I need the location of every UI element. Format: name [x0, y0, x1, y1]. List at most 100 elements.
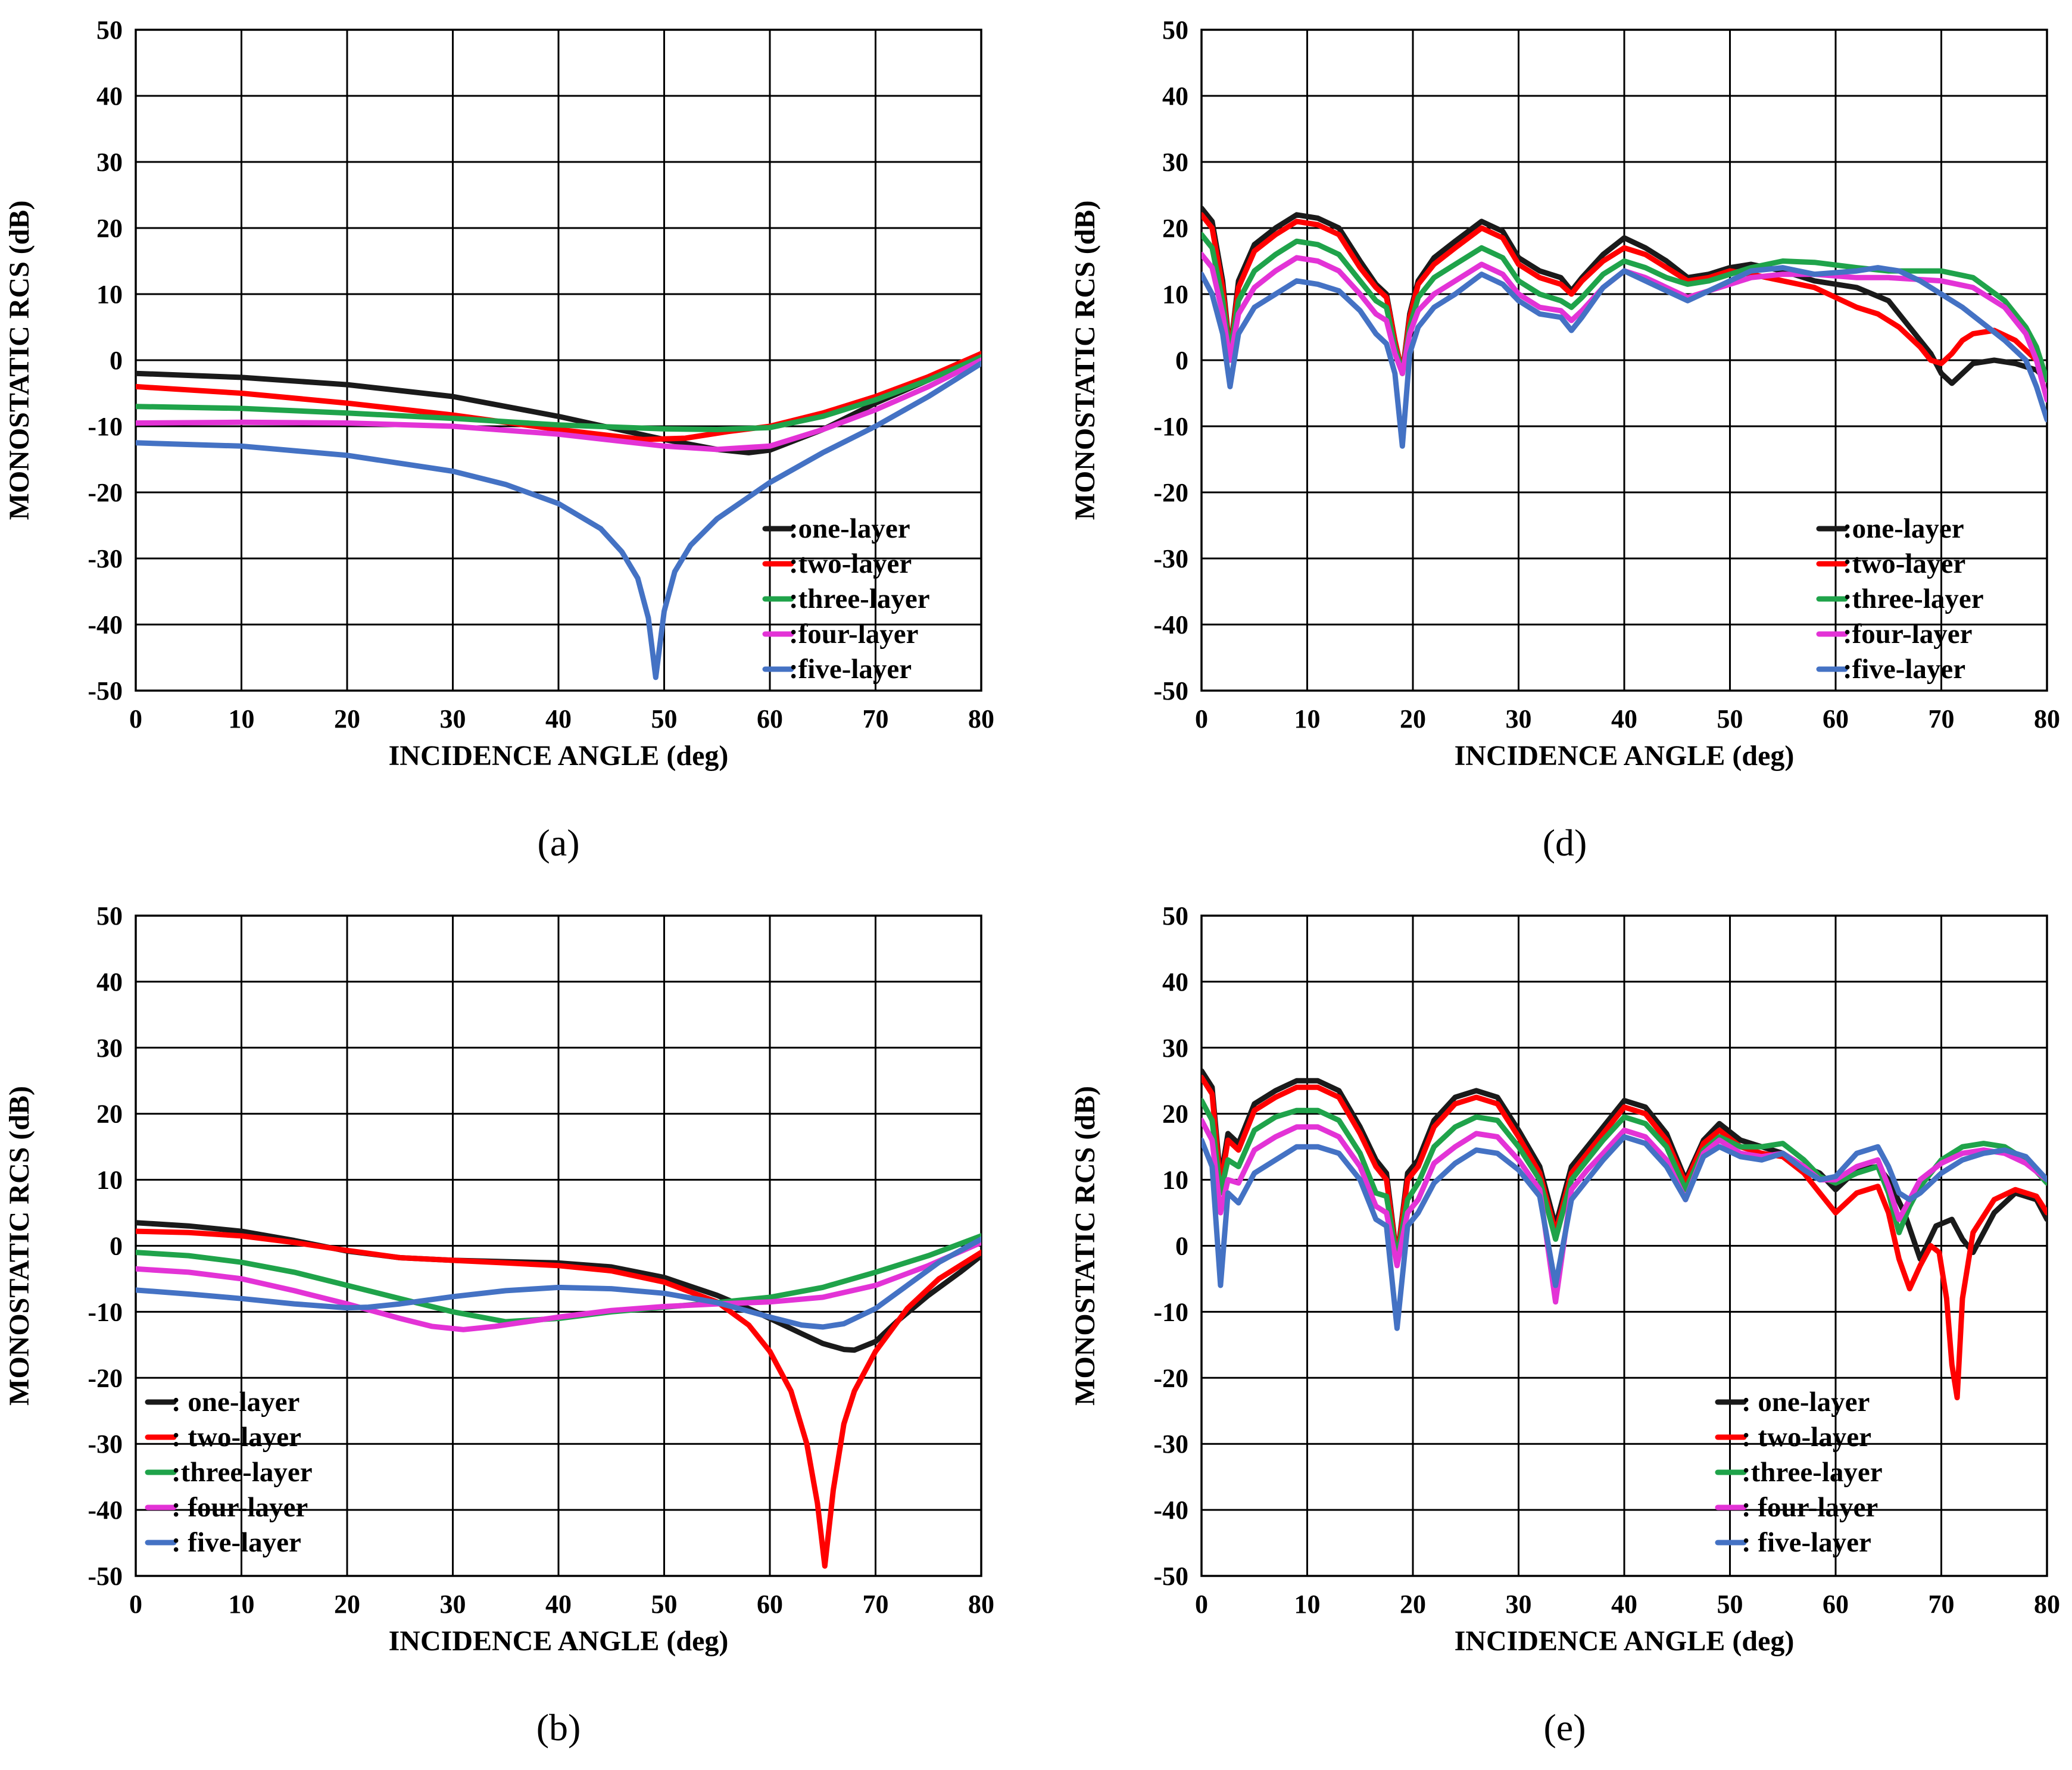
y-tick-label: 40 — [96, 967, 123, 997]
legend-label: : one-layer — [1742, 1387, 1870, 1418]
x-tick-label: 40 — [1611, 704, 1637, 733]
legend-label: : one-layer — [171, 1387, 299, 1418]
legend-label: :three-layer — [1843, 583, 1984, 614]
y-tick-label: 40 — [1162, 967, 1188, 997]
y-tick-label: 0 — [110, 346, 123, 375]
legend-label: :two-layer — [789, 548, 912, 579]
y-axis-title: MONOSTATIC RCS (dB) — [1069, 1086, 1101, 1406]
x-tick-label: 80 — [2034, 704, 2060, 733]
legend-label: : four-layer — [171, 1492, 308, 1523]
y-tick-label: 30 — [96, 148, 123, 177]
legend-label: :three-layer — [789, 583, 930, 614]
legend-label: :four-layer — [789, 619, 919, 650]
series-line-two — [1202, 212, 2047, 383]
series-line-two — [136, 1228, 981, 1569]
series-line-three — [136, 354, 981, 432]
x-tick-label: 60 — [757, 1590, 783, 1619]
y-tick-label: -30 — [88, 1429, 123, 1459]
x-tick-label: 30 — [1506, 704, 1532, 733]
y-tick-label: 30 — [1162, 1034, 1188, 1063]
x-tick-label: 20 — [334, 704, 360, 733]
series-line-five — [136, 361, 981, 680]
x-tick-label: 30 — [440, 1590, 466, 1619]
y-tick-label: 10 — [1162, 1166, 1188, 1195]
x-tick-label: 70 — [1929, 704, 1955, 733]
panel-label: (b) — [536, 1706, 581, 1749]
x-tick-label: 50 — [1717, 704, 1743, 733]
x-tick-label: 60 — [1823, 1590, 1849, 1619]
x-tick-label: 50 — [1717, 1590, 1743, 1619]
x-tick-label: 0 — [1195, 704, 1208, 733]
y-tick-label: -20 — [1153, 478, 1188, 507]
y-tick-label: -40 — [1153, 1496, 1188, 1525]
chart-panel-d: 0 10 20 30 40 50 60 70 80 50 40 30 20 10 0 -10 -20 -30 -40… — [1069, 15, 2060, 864]
plot-frame — [1200, 29, 2048, 692]
y-tick-label: -50 — [88, 1562, 123, 1591]
series-line-one — [1202, 205, 2047, 386]
y-tick-label: 10 — [1162, 280, 1188, 309]
y-tick-label: -20 — [88, 478, 123, 507]
panel-label: (d) — [1543, 822, 1587, 864]
legend-label: :one-layer — [1843, 513, 1964, 544]
x-tick-label: 30 — [440, 704, 466, 733]
series-line-four — [1202, 251, 2047, 403]
y-axis-title: MONOSTATIC RCS (dB) — [4, 201, 35, 520]
y-tick-label: -10 — [1153, 1297, 1188, 1326]
x-tick-label: 20 — [1400, 1590, 1426, 1619]
plot-frame — [1200, 914, 2048, 1577]
legend-label: :three-layer — [1742, 1457, 1883, 1488]
y-tick-label: -20 — [1153, 1363, 1188, 1393]
y-tick-label: 20 — [1162, 1100, 1188, 1129]
y-tick-label: 40 — [1162, 82, 1188, 111]
x-tick-label: 40 — [1611, 1590, 1637, 1619]
x-tick-label: 10 — [229, 704, 255, 733]
y-tick-label: 40 — [96, 82, 123, 111]
x-tick-label: 40 — [545, 704, 572, 733]
legend-label: :four-layer — [1843, 619, 1973, 650]
series-line-two — [136, 351, 981, 442]
legend-label: : four-layer — [1742, 1492, 1878, 1523]
x-tick-label: 50 — [651, 704, 678, 733]
y-tick-label: -40 — [88, 1496, 123, 1525]
y-tick-label: -10 — [1153, 412, 1188, 441]
y-tick-label: -40 — [1153, 610, 1188, 639]
x-tick-label: 10 — [1294, 1590, 1321, 1619]
x-tick-label: 70 — [1929, 1590, 1955, 1619]
series-line-four — [136, 357, 981, 452]
legend-label: :three-layer — [171, 1457, 313, 1488]
chart-panel-a: 0 10 20 30 40 50 60 70 80 50 40 30 20 10 0 -10 -20 -30 -40… — [4, 15, 994, 864]
y-tick-label: 0 — [1175, 1232, 1188, 1261]
y-tick-label: 10 — [96, 280, 123, 309]
legend-label: :two-layer — [1843, 548, 1965, 579]
x-tick-label: 30 — [1506, 1590, 1532, 1619]
x-tick-label: 60 — [757, 704, 783, 733]
series-line-one — [1202, 1068, 2047, 1262]
y-tick-label: -50 — [1153, 1562, 1188, 1591]
y-tick-label: 30 — [96, 1034, 123, 1063]
x-tick-label: 50 — [651, 1590, 678, 1619]
x-axis-title: INCIDENCE ANGLE (deg) — [1455, 740, 1795, 772]
y-tick-label: 50 — [96, 15, 123, 45]
series-line-five — [1202, 1134, 2047, 1331]
legend-label: : two-layer — [171, 1422, 301, 1453]
x-tick-label: 10 — [1294, 704, 1321, 733]
y-tick-label: -20 — [88, 1363, 123, 1393]
series-line-four — [136, 1240, 981, 1332]
x-tick-label: 20 — [334, 1590, 360, 1619]
series-line-four — [1202, 1117, 2047, 1305]
x-tick-label: 60 — [1823, 704, 1849, 733]
y-tick-label: -10 — [88, 1297, 123, 1326]
series-line-three — [1202, 1098, 2047, 1262]
x-tick-label: 10 — [229, 1590, 255, 1619]
y-tick-label: -50 — [1153, 676, 1188, 705]
legend-label: : two-layer — [1742, 1422, 1871, 1453]
x-axis-title: INCIDENCE ANGLE (deg) — [389, 740, 729, 772]
y-axis-title: MONOSTATIC RCS (dB) — [1069, 201, 1101, 520]
y-tick-label: 20 — [1162, 214, 1188, 243]
x-tick-label: 0 — [1195, 1590, 1208, 1619]
y-tick-label: -50 — [88, 676, 123, 705]
y-axis-title: MONOSTATIC RCS (dB) — [4, 1086, 35, 1406]
y-tick-label: 10 — [96, 1166, 123, 1195]
x-axis-title: INCIDENCE ANGLE (deg) — [389, 1625, 729, 1657]
